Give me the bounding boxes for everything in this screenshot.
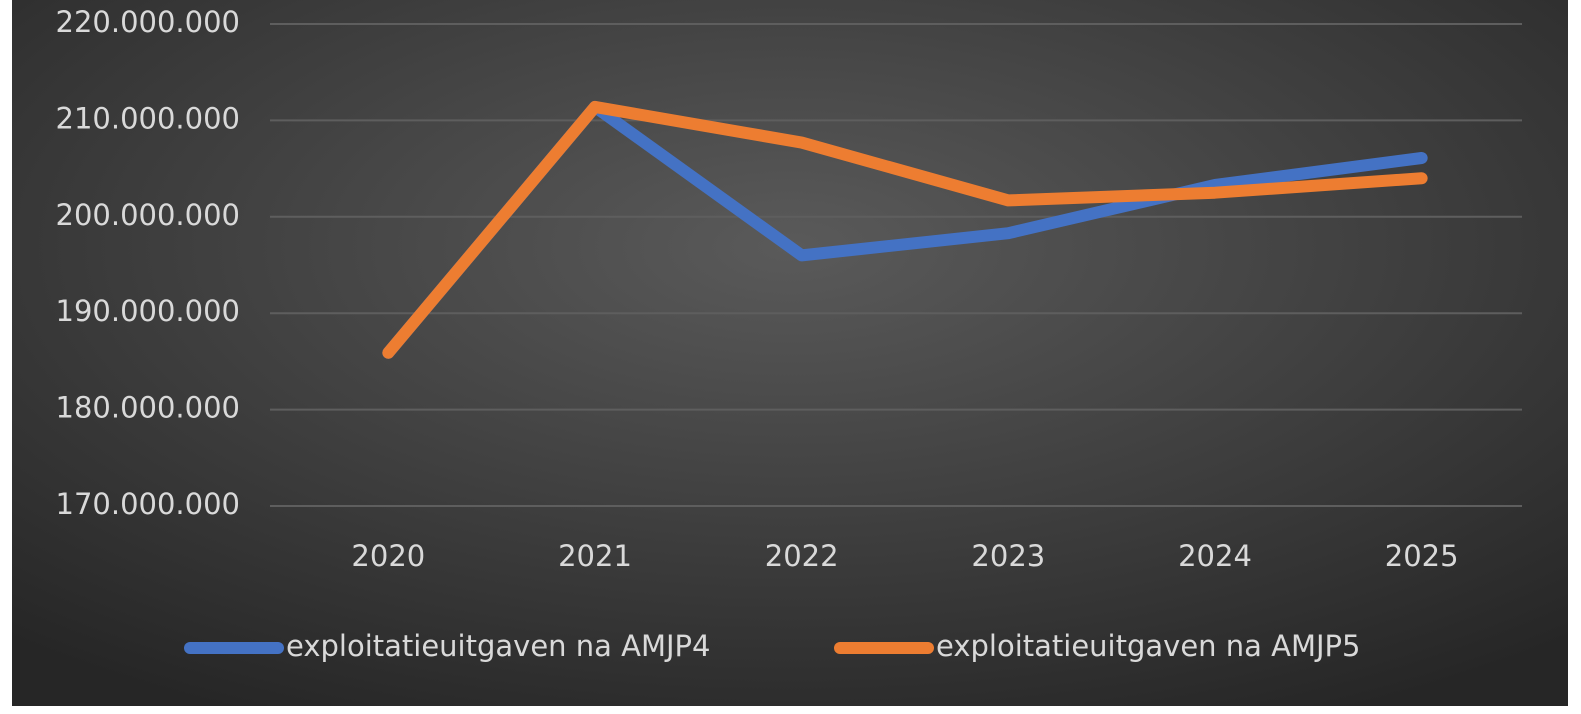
x-tick-label: 2024: [1178, 539, 1252, 573]
x-tick-label: 2025: [1385, 539, 1459, 573]
series-line: [382, 100, 1428, 359]
y-tick-label: 190.000.000: [56, 294, 241, 328]
y-tick-label: 180.000.000: [56, 391, 241, 425]
x-tick-label: 2022: [765, 539, 839, 573]
legend-label: exploitatieuitgaven na AMJP4: [286, 629, 710, 663]
y-tick-label: 210.000.000: [56, 101, 241, 135]
y-tick-label: 170.000.000: [56, 487, 241, 521]
y-tick-label: 220.000.000: [56, 5, 241, 39]
chart-background: [12, 0, 1568, 706]
x-tick-label: 2023: [971, 539, 1045, 573]
x-tick-label: 2021: [558, 539, 632, 573]
y-tick-label: 200.000.000: [56, 198, 241, 232]
x-tick-label: 2020: [351, 539, 425, 573]
legend-label: exploitatieuitgaven na AMJP5: [936, 629, 1360, 663]
